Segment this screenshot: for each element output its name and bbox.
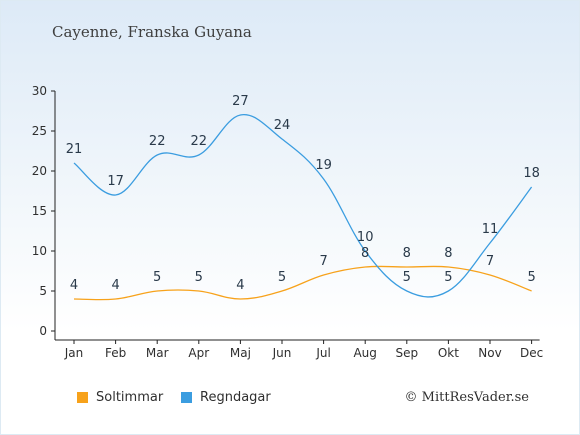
credit-text: © MittResVader.se [404, 390, 529, 405]
x-tick-label: Jul [315, 346, 330, 360]
x-tick-label: Aug [353, 346, 376, 360]
sun-data-label: 7 [486, 254, 494, 269]
x-tick-label: Feb [105, 346, 126, 360]
rain-data-label: 5 [444, 270, 452, 285]
x-tick-label: Jun [272, 346, 292, 360]
chart-title: Cayenne, Franska Guyana [52, 23, 252, 41]
x-tick-label: Dec [520, 346, 543, 360]
x-tick-label: Jan [64, 346, 84, 360]
sun-data-label: 4 [70, 278, 78, 293]
rain-data-label: 22 [191, 134, 208, 149]
x-tick-label: Nov [478, 346, 501, 360]
x-tick-label: Sep [395, 346, 418, 360]
sun-data-label: 7 [319, 254, 327, 269]
legend-label-rain: Regndagar [200, 390, 271, 405]
y-tick-label: 10 [32, 244, 47, 258]
sun-data-label: 4 [111, 278, 119, 293]
y-tick-label: 20 [32, 164, 47, 178]
x-tick-label: Apr [188, 346, 209, 360]
sun-data-label: 8 [403, 246, 411, 261]
sun-data-label: 5 [195, 270, 203, 285]
sun-hours-line [73, 265, 532, 301]
sun-data-label: 4 [236, 278, 244, 293]
rain-data-label: 21 [66, 142, 83, 157]
sun-data-label: 5 [278, 270, 286, 285]
y-tick-label: 30 [32, 84, 47, 98]
rain-data-label: 18 [523, 166, 540, 181]
rain-days-line [73, 114, 533, 298]
legend-swatch-sun [77, 392, 88, 403]
rain-data-label: 11 [482, 222, 499, 237]
rain-data-label: 17 [107, 174, 124, 189]
rain-data-label: 22 [149, 134, 166, 149]
legend-swatch-rain [181, 392, 192, 403]
rain-data-label: 10 [357, 230, 374, 245]
x-tick-label: Okt [438, 346, 459, 360]
x-tick-label: Mar [146, 346, 169, 360]
sun-data-label: 5 [153, 270, 161, 285]
x-tick-label: Maj [230, 346, 251, 360]
rain-data-label: 5 [403, 270, 411, 285]
rain-data-label: 27 [232, 94, 249, 109]
sun-data-label: 5 [527, 270, 535, 285]
y-tick-label: 0 [39, 324, 47, 338]
y-tick-label: 15 [32, 204, 47, 218]
legend-item-sun: Soltimmar [77, 390, 163, 405]
y-tick-label: 25 [32, 124, 47, 138]
rain-data-label: 24 [274, 118, 291, 133]
sun-data-label: 8 [361, 246, 369, 261]
legend-item-rain: Regndagar [181, 390, 271, 405]
sun-data-label: 8 [444, 246, 452, 261]
y-tick-label: 5 [39, 284, 47, 298]
rain-data-label: 19 [315, 158, 332, 173]
legend-label-sun: Soltimmar [96, 390, 164, 405]
